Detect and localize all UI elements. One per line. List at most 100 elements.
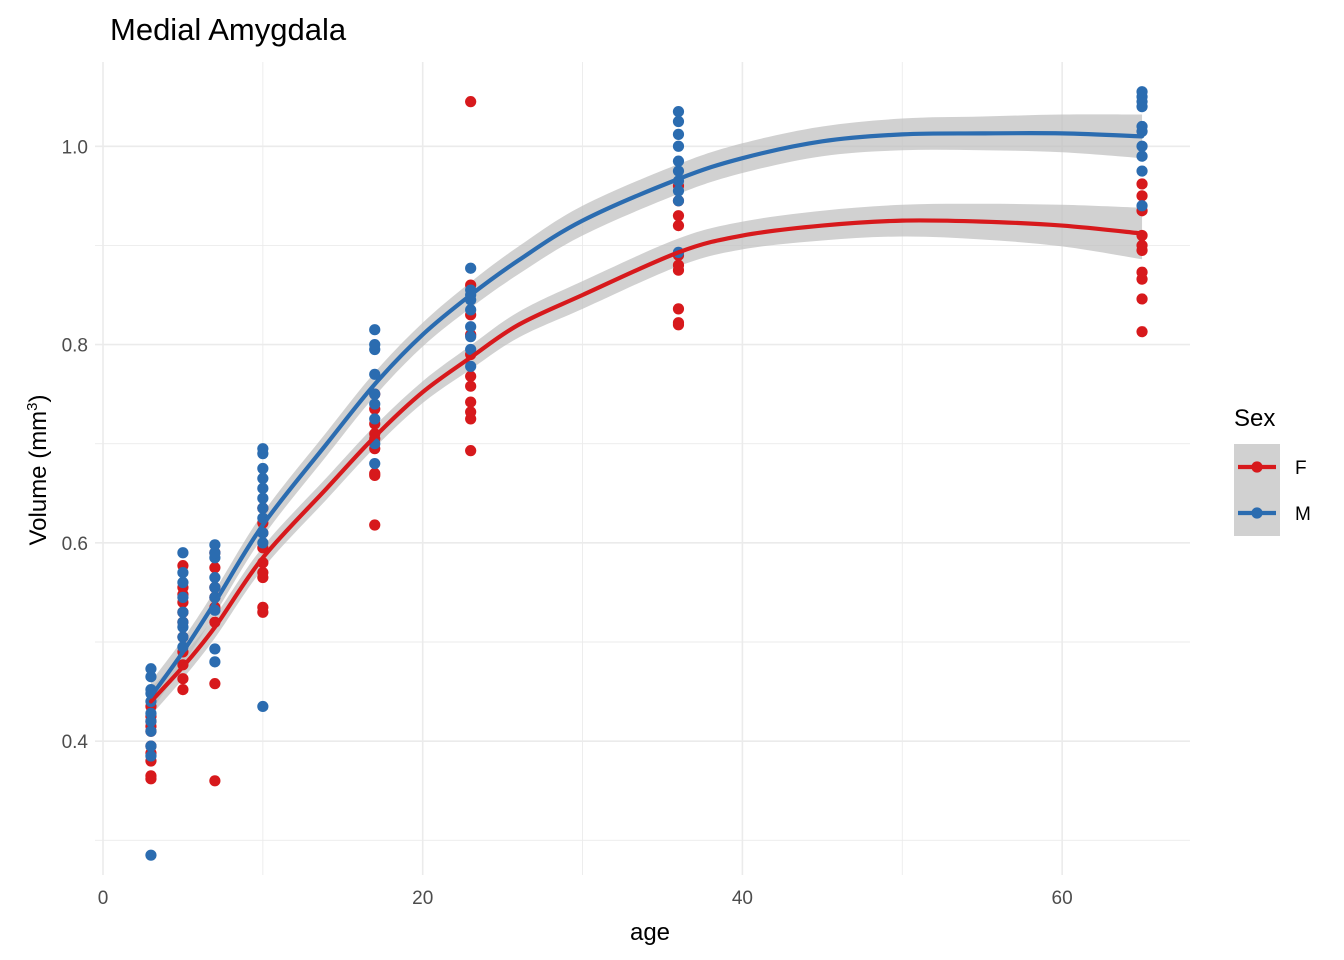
data-point-M [145, 849, 157, 861]
data-point-F [465, 396, 477, 408]
data-point-M [145, 725, 157, 737]
data-point-F [145, 770, 157, 782]
data-point-M [209, 547, 221, 559]
data-point-F [465, 370, 477, 382]
data-point-M [257, 537, 269, 549]
data-point-M [672, 140, 685, 152]
data-point-M [257, 472, 269, 485]
data-point-F [209, 678, 221, 690]
data-point-F [177, 684, 189, 696]
data-point-F [672, 303, 685, 315]
x-tick-label: 20 [412, 888, 433, 909]
data-point-F [1136, 266, 1148, 278]
data-point-M [145, 663, 157, 675]
y-tick-label: 0.6 [62, 534, 88, 555]
confidence-ribbons [150, 114, 1143, 716]
data-point-F [369, 519, 381, 531]
data-point-M [177, 547, 189, 559]
data-point-M [672, 128, 685, 140]
data-point-M [177, 567, 189, 579]
fit-lines [148, 131, 1145, 704]
data-point-M [465, 331, 477, 343]
data-point-M [177, 616, 189, 628]
data-point-M [257, 700, 269, 713]
y-tick-label: 0.4 [62, 732, 89, 753]
data-point-M [145, 671, 157, 683]
ribbon-F [150, 203, 1143, 716]
data-point-F [209, 562, 221, 574]
x-tick-label: 60 [1052, 888, 1073, 909]
data-point-M [369, 324, 381, 336]
chart-title: Medial Amygdala [110, 12, 347, 47]
data-point-M [177, 631, 189, 643]
data-point-M [1136, 86, 1148, 98]
legend-label-F: F [1295, 458, 1307, 479]
data-point-F [257, 567, 269, 579]
grid [95, 62, 1190, 875]
axis-ticks: 0 20 40 60 0.4 0.6 0.8 1.0 [62, 137, 1073, 909]
data-point-M [672, 105, 685, 118]
data-point-M [465, 343, 477, 356]
y-tick-label: 0.8 [62, 336, 88, 357]
legend-key-point-F [1251, 461, 1263, 473]
x-tick-label: 40 [732, 888, 753, 909]
data-point-M [257, 462, 269, 475]
data-point-F [672, 259, 685, 271]
x-tick-label: 0 [98, 888, 109, 909]
data-point-F [672, 219, 685, 232]
data-point-M [145, 750, 157, 762]
data-point-F [1136, 239, 1148, 252]
data-point-F [672, 210, 685, 222]
legend-label-M: M [1295, 504, 1311, 525]
data-point-F [257, 601, 269, 613]
data-point-F [465, 406, 477, 418]
data-point-M [369, 413, 381, 425]
data-point-M [369, 457, 381, 470]
y-axis-title-prefix: Volume (mm [25, 411, 52, 546]
data-point-M [257, 502, 269, 514]
legend-key-point-M [1251, 507, 1263, 519]
data-point-F [672, 317, 685, 329]
data-point-M [672, 115, 685, 128]
data-point-M [209, 643, 221, 655]
data-point-M [257, 492, 269, 504]
data-point-M [672, 155, 685, 167]
data-point-F [369, 467, 381, 480]
data-point-M [1136, 165, 1148, 177]
fit-line-F [148, 218, 1145, 704]
data-point-F [1136, 178, 1148, 190]
y-axis-title-suffix: ) [25, 394, 52, 402]
data-point-F [177, 673, 189, 685]
data-point-F [209, 775, 221, 787]
fit-line-M [148, 131, 1145, 699]
x-axis-title: age [630, 919, 670, 946]
data-point-M [672, 195, 685, 207]
data-point-M [369, 388, 381, 400]
data-point-F [1136, 293, 1148, 305]
data-point-F [465, 380, 477, 392]
data-point-M [369, 368, 381, 380]
data-point-F [465, 96, 477, 108]
data-point-M [1136, 120, 1148, 133]
data-point-M [177, 576, 189, 589]
data-point-M [209, 581, 221, 594]
data-point-M [369, 398, 381, 410]
data-point-M [257, 482, 269, 494]
legend: Sex F M [1234, 405, 1311, 536]
y-axis-title-superscript: 3 [24, 402, 41, 410]
data-point-M [209, 539, 221, 551]
data-point-M [145, 740, 157, 752]
data-point-M [177, 606, 189, 618]
data-point-M [209, 656, 221, 668]
data-point-M [465, 304, 477, 316]
data-point-M [672, 165, 685, 177]
data-point-F [465, 445, 477, 457]
data-point-M [465, 360, 477, 372]
data-point-M [369, 338, 381, 351]
data-point-M [257, 443, 269, 455]
data-point-M [465, 321, 477, 333]
data-point-M [177, 591, 189, 603]
y-tick-label: 1.0 [62, 137, 88, 158]
